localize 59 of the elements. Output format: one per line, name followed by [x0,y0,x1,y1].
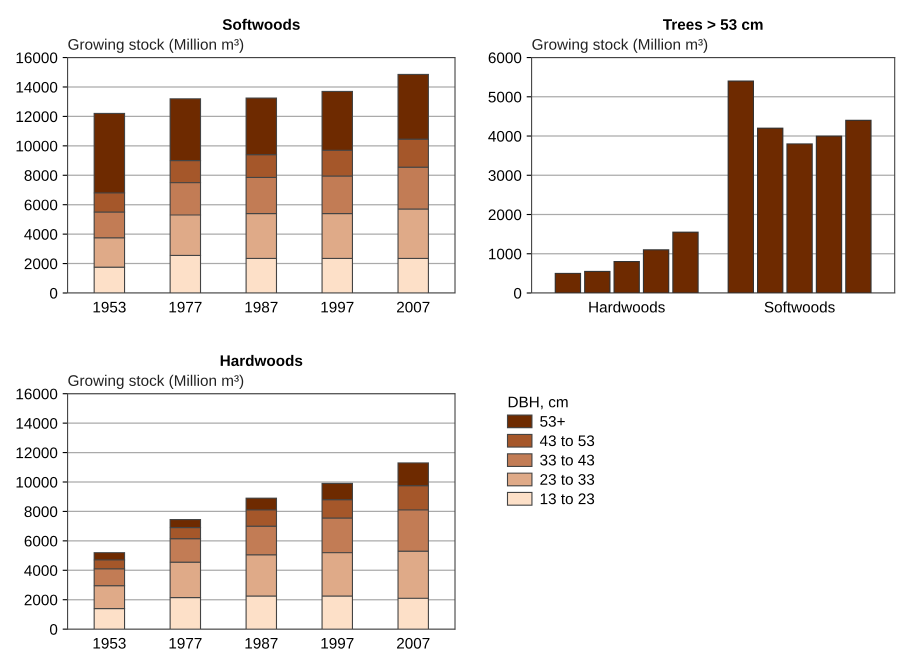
bar [613,261,640,293]
y-tick-label: 1000 [489,248,522,260]
y-tick-label: 8000 [24,506,58,518]
x-tick-label: 1953 [94,302,126,313]
y-axis-title: Growing stock (Million m³) [68,38,244,53]
x-tick-label: 1953 [94,638,126,649]
x-tick-label: 1987 [245,638,278,649]
y-tick-label: 4000 [488,130,522,142]
bar [584,270,610,293]
y-tick-label: 6000 [24,536,58,547]
legend-label: 43 to 53 [540,435,594,446]
y-tick-label: 0 [514,288,522,299]
legend-label: 13 to 23 [540,493,594,504]
chart-title: Hardwoods [220,354,302,366]
x-tick-label: 1977 [169,638,202,649]
chart-title: Trees > 53 cm [662,19,763,30]
bar [816,135,842,293]
x-tick-label: 1997 [321,302,354,313]
y-tick-label: 4000 [24,229,58,240]
legend-title: DBH, cm [508,396,568,410]
bar [554,272,582,293]
y-tick-label: 16000 [16,52,58,64]
y-tick-label: 5000 [488,92,522,102]
y-tick-label: 2000 [24,258,58,270]
y-tick-label: 16000 [16,388,58,400]
x-tick-label: Hardwoods [589,301,665,313]
y-tick-label: 4000 [24,565,58,576]
y-axis-title: Growing stock (Million m³) [532,38,708,53]
y-tick-label: 6000 [488,52,522,64]
y-tick-label: 10000 [16,476,58,488]
bar [786,143,813,293]
y-tick-label: 0 [50,624,58,635]
y-tick-label: 14000 [16,82,58,93]
y-tick-label: 12000 [16,111,58,122]
y-tick-label: 3000 [488,170,522,181]
y-axis-title: Growing stock (Million m³) [68,374,244,389]
y-tick-label: 0 [50,288,58,299]
bar [672,232,699,293]
x-tick-label: 2007 [397,638,430,649]
y-tick-label: 14000 [16,418,58,429]
legend-label: 33 to 43 [540,454,594,466]
bar [728,80,754,293]
y-tick-label: 2000 [488,209,522,220]
legend-label: 53+ [540,416,565,427]
x-tick-label: 2007 [397,302,430,313]
y-tick-label: 8000 [24,170,58,181]
x-tick-label: 1987 [245,302,278,313]
bar [642,249,670,293]
y-tick-label: 6000 [24,200,58,210]
y-tick-label: 10000 [16,140,58,152]
x-tick-label: 1977 [169,302,202,313]
bar [757,128,784,293]
y-tick-label: 12000 [16,447,58,458]
chart-title: Softwoods [222,18,300,30]
x-tick-label: Softwoods [764,301,835,313]
bar [845,120,872,293]
y-tick-label: 2000 [24,594,58,606]
legend-label: 23 to 33 [540,474,594,485]
x-tick-label: 1997 [321,638,354,649]
